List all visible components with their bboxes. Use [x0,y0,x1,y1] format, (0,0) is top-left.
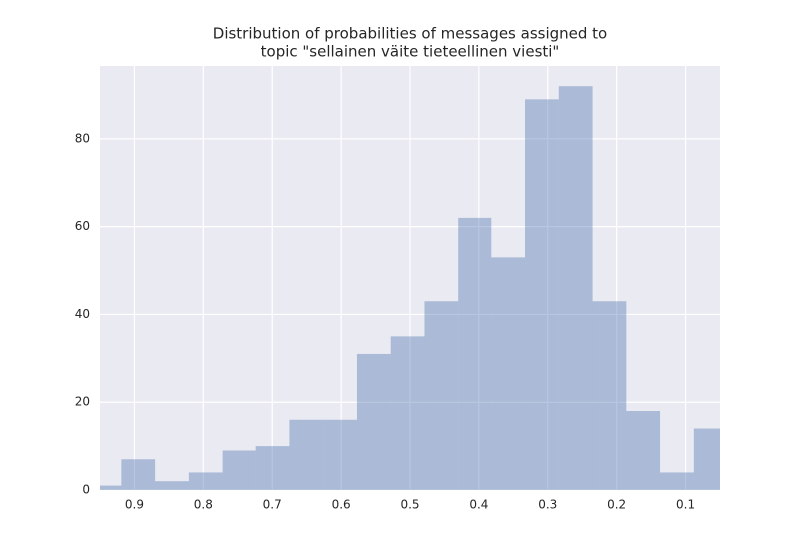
bar [390,336,425,490]
x-tick-label: 0.1 [676,498,695,512]
x-tick-label: 0.8 [194,498,213,512]
x-tick-label: 0.4 [469,498,488,512]
bar [289,419,324,490]
x-tick-label: 0.3 [538,498,557,512]
bar [458,217,492,490]
bar [525,99,559,490]
x-tick-label: 0.9 [125,498,144,512]
y-tick-label: 20 [75,395,90,409]
x-tick-label: 0.5 [400,498,419,512]
y-tick-label: 60 [75,219,90,233]
bar [100,485,122,490]
bar [222,450,256,490]
bar [356,353,391,490]
bar [558,86,593,490]
bar [491,257,526,490]
y-tick-label: 0 [82,483,90,497]
y-tick-label: 40 [75,307,90,321]
x-tick-label: 0.7 [263,498,282,512]
bar [693,428,720,490]
chart-title: Distribution of probabilities of message… [213,25,607,43]
bar [660,472,694,490]
x-tick-label: 0.6 [332,498,351,512]
bars [100,86,720,490]
bar [188,472,223,490]
bar [323,419,357,490]
bar [155,481,189,490]
y-tick-label: 80 [75,131,90,145]
bar [592,301,627,490]
bar [121,459,156,490]
bar [626,410,661,490]
chart-title: topic "sellainen väite tieteellinen vies… [261,43,560,61]
bar [424,301,459,490]
bar [255,446,290,490]
x-tick-label: 0.2 [607,498,626,512]
